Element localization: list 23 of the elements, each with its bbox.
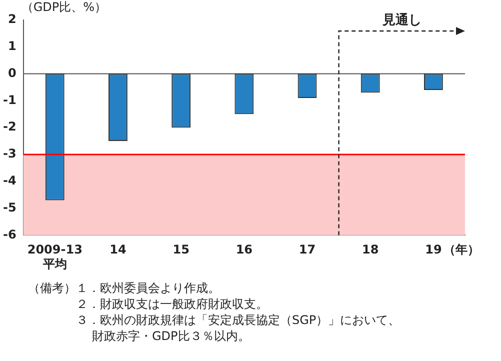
x-tick-label: 2009-13 平均: [27, 242, 82, 271]
y-tick-label: 2: [8, 12, 16, 26]
x-tick-label: 14: [110, 242, 126, 257]
x-tick-label: 18: [362, 242, 379, 257]
x-tick-label: 16: [236, 242, 253, 257]
text: ２．財政収支は一般政府財政収支。: [76, 296, 269, 312]
text: ３．欧州の財政規律は「安定成長協定（SGP）」において、財政赤字・GDP比３％以内。: [76, 312, 402, 344]
x-tick-label: 15: [172, 242, 190, 257]
x-axis-title: （年）: [443, 242, 480, 256]
y-tick-label: -1: [2, 92, 16, 107]
y-axis-title: （GDP比、%）: [21, 0, 107, 14]
annotation: 見通し: [381, 12, 422, 28]
text: （備考）: [28, 280, 76, 297]
x-tick-label: 19: [425, 242, 442, 257]
y-tick-label: 1: [8, 39, 16, 54]
x-tick-label: 17: [298, 242, 316, 257]
y-tick-label: -5: [2, 200, 16, 214]
y-tick-label: -3: [2, 146, 16, 161]
y-tick-label: 0: [8, 66, 16, 80]
y-tick-label: -2: [2, 120, 16, 134]
y-tick-label: -6: [2, 227, 16, 242]
y-tick-label: -4: [2, 174, 16, 188]
text: １．欧州委員会より作成。: [76, 280, 221, 296]
